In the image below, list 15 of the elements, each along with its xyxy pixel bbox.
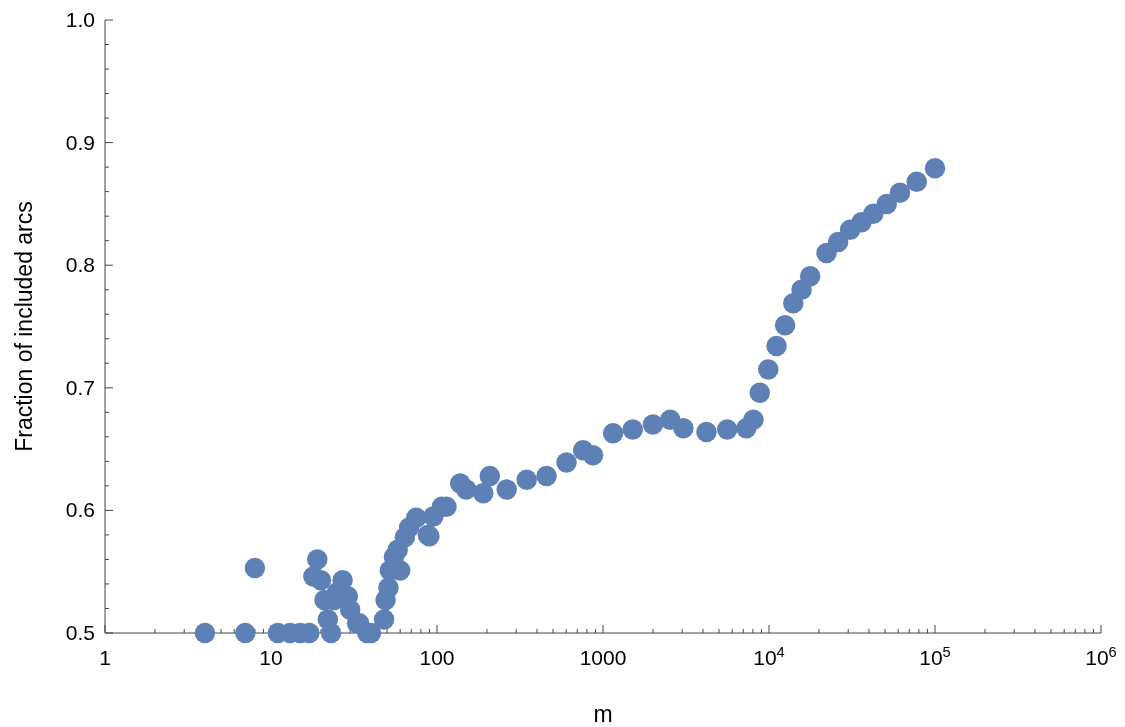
y-tick-label: 0.6 xyxy=(65,498,95,522)
y-axis-title: Fraction of included arcs xyxy=(11,201,37,452)
x-tick-label: 10$^{5}$ xyxy=(919,644,951,669)
x-tick-label: 1 xyxy=(99,646,111,669)
x-axis-title: m xyxy=(593,701,613,727)
x-tick-label: 10 xyxy=(259,646,283,669)
y-tick-label: 0.7 xyxy=(65,375,95,399)
x-tick-label: 100 xyxy=(419,646,455,669)
x-tick-label: 1000 xyxy=(579,646,627,669)
y-tick-label: 1.0 xyxy=(65,8,95,31)
y-tick-label: 0.9 xyxy=(65,130,95,154)
x-tick-label: 10$^{4}$ xyxy=(753,644,785,669)
y-tick-label: 0.8 xyxy=(65,253,95,277)
x-tick-label: 10$^{6}$ xyxy=(1085,644,1117,669)
y-tick-label: 0.5 xyxy=(65,621,95,644)
